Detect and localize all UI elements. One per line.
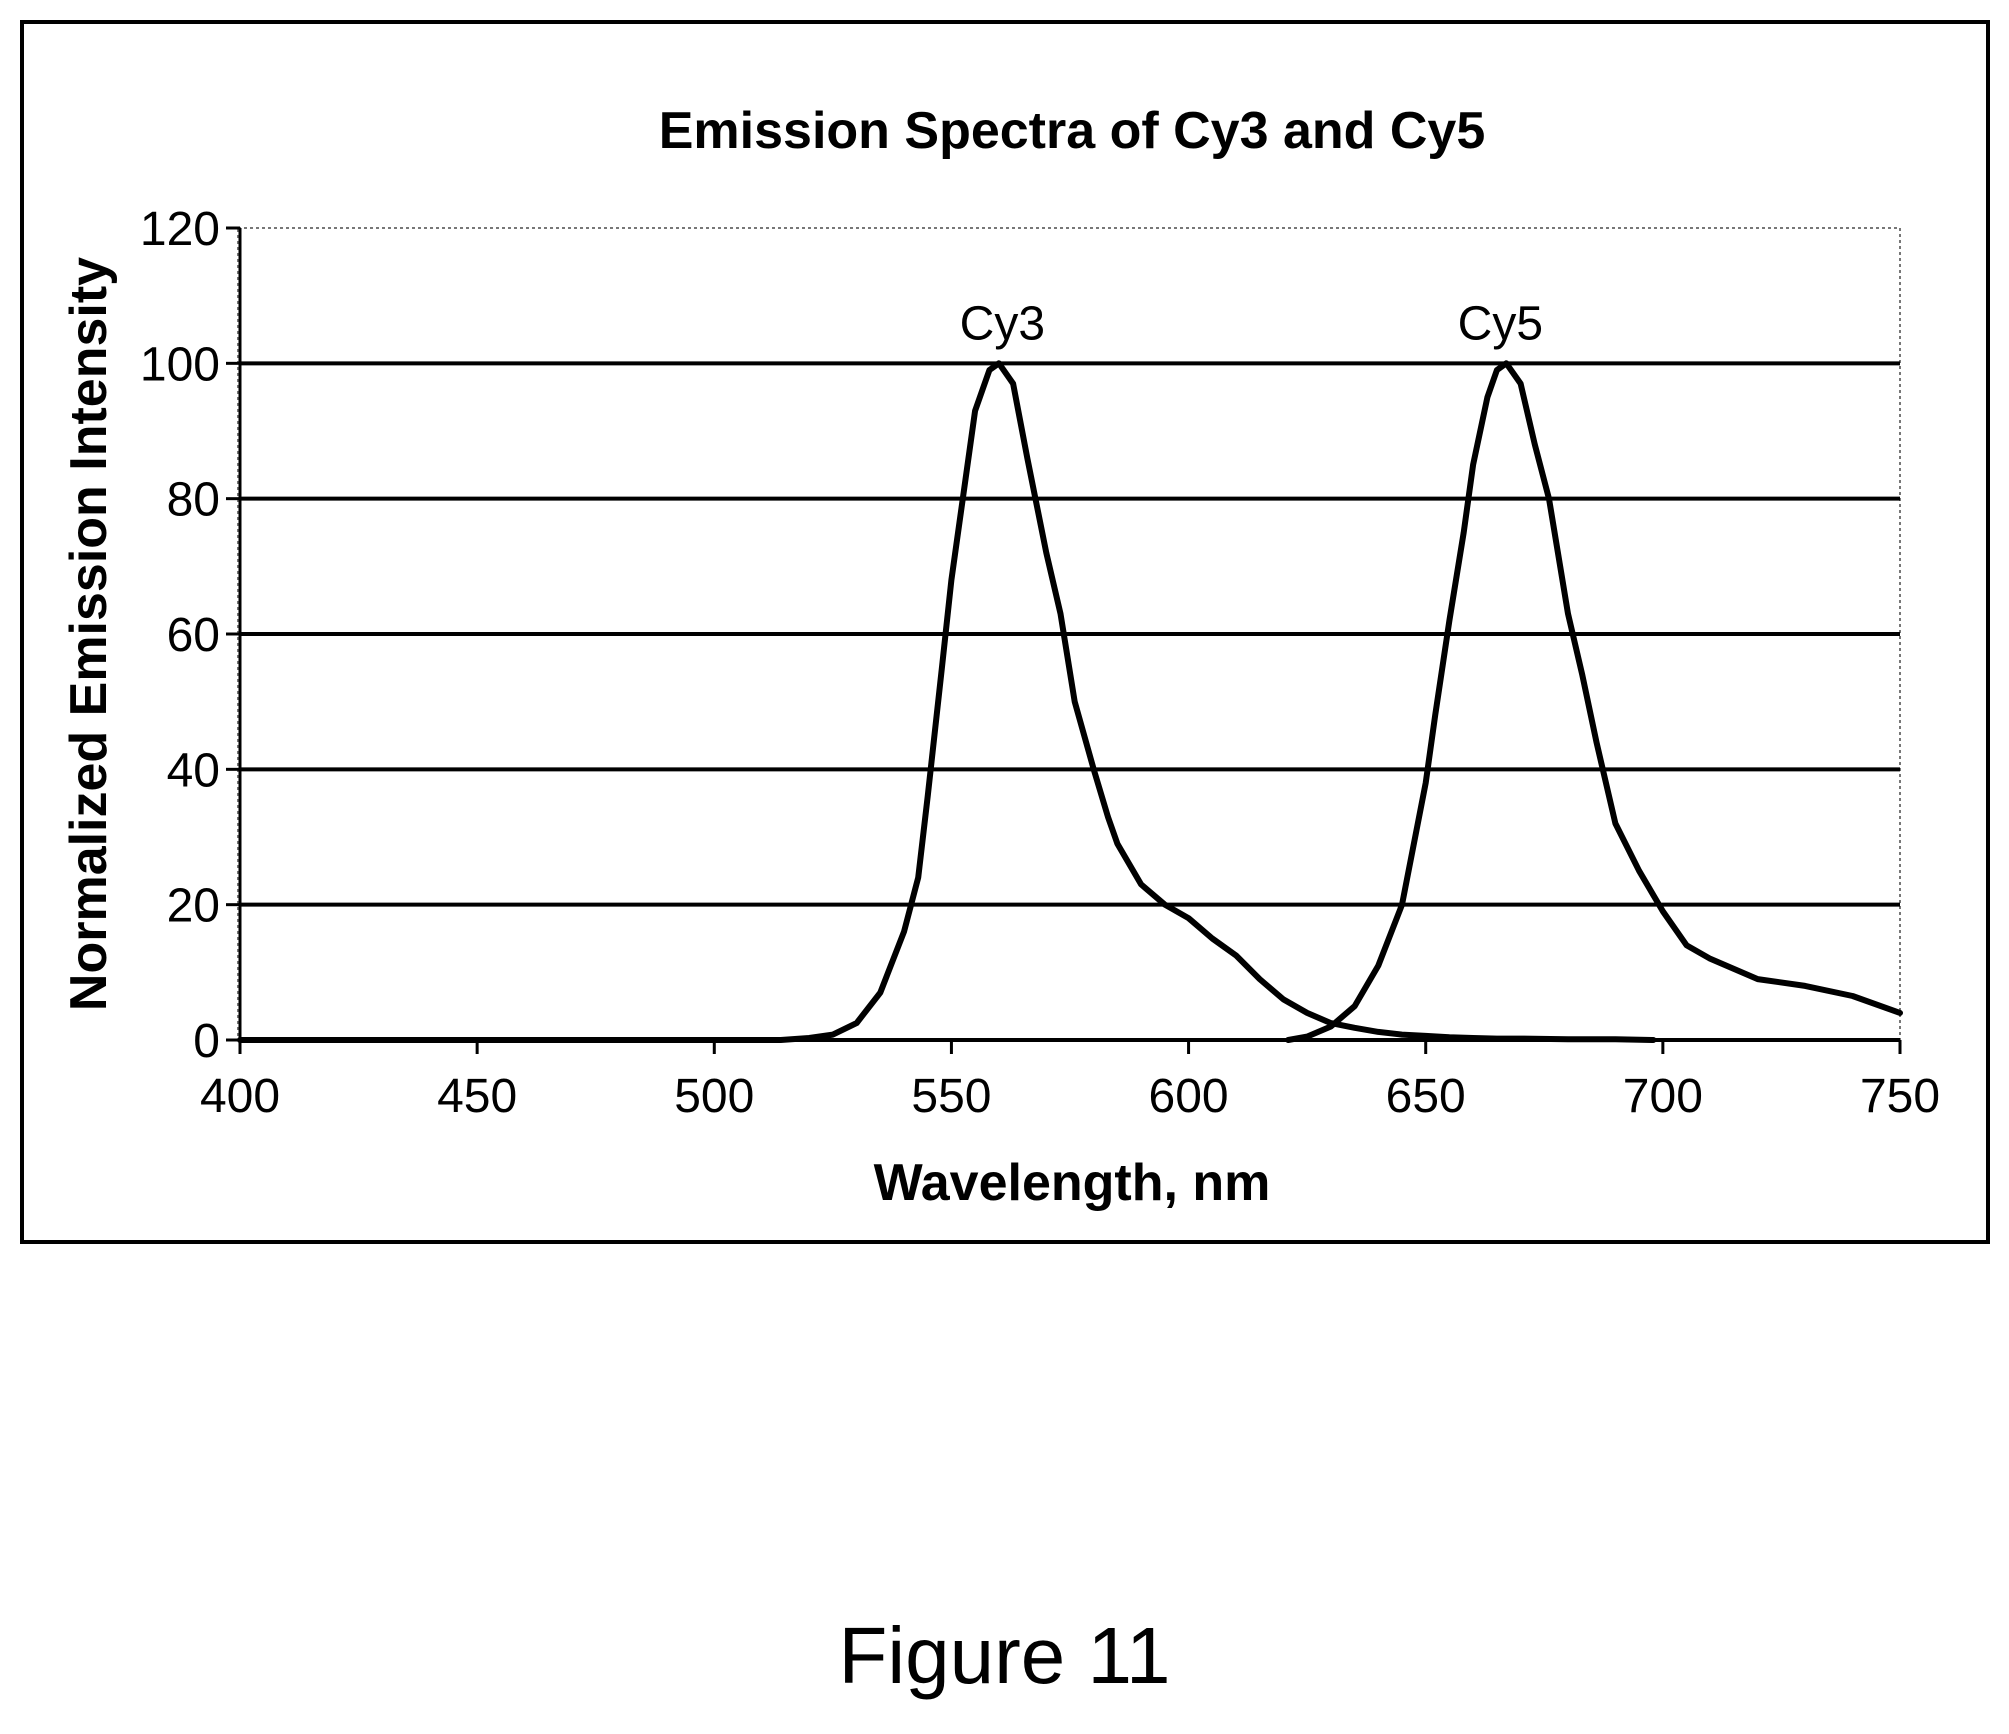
y-tick-label-40: 40: [167, 744, 220, 797]
figure-caption: Figure 11: [838, 1611, 1171, 1700]
y-tick-label-20: 20: [167, 880, 220, 933]
y-tick-label-120: 120: [140, 203, 220, 256]
x-axis-title: Wavelength, nm: [874, 1154, 1271, 1212]
y-tick-label-60: 60: [167, 609, 220, 662]
peak-annotations: Cy3 Cy5: [960, 297, 1543, 350]
chart-title: Emission Spectra of Cy3 and Cy5: [659, 102, 1486, 160]
y-tick-label-0: 0: [193, 1015, 220, 1068]
series-line-cy3: [237, 360, 1657, 1043]
gridlines: [240, 361, 1900, 907]
x-tick-label-650: 650: [1386, 1070, 1466, 1123]
y-axis-title: Normalized Emission Intensity: [60, 257, 118, 1011]
y-tick-label-80: 80: [167, 474, 220, 527]
x-tick-label-750: 750: [1860, 1070, 1940, 1123]
y-axis-ticks: 0 20 40 60 80 100 120: [140, 203, 240, 1068]
x-axis-ticks: 400 450 500 550 600 650 700 750: [200, 1040, 1940, 1123]
x-tick-label-600: 600: [1149, 1070, 1229, 1123]
series-lines: [237, 360, 1903, 1043]
y-tick-label-100: 100: [140, 338, 220, 391]
series-line-cy5: [1285, 360, 1903, 1043]
x-tick-label-450: 450: [437, 1070, 517, 1123]
x-tick-label-700: 700: [1623, 1070, 1703, 1123]
peak-label-cy3: Cy3: [960, 297, 1045, 350]
x-tick-label-500: 500: [674, 1070, 754, 1123]
x-tick-label-400: 400: [200, 1070, 280, 1123]
x-tick-label-550: 550: [911, 1070, 991, 1123]
peak-label-cy5: Cy5: [1458, 297, 1543, 350]
chart-frame: [20, 20, 1990, 1244]
